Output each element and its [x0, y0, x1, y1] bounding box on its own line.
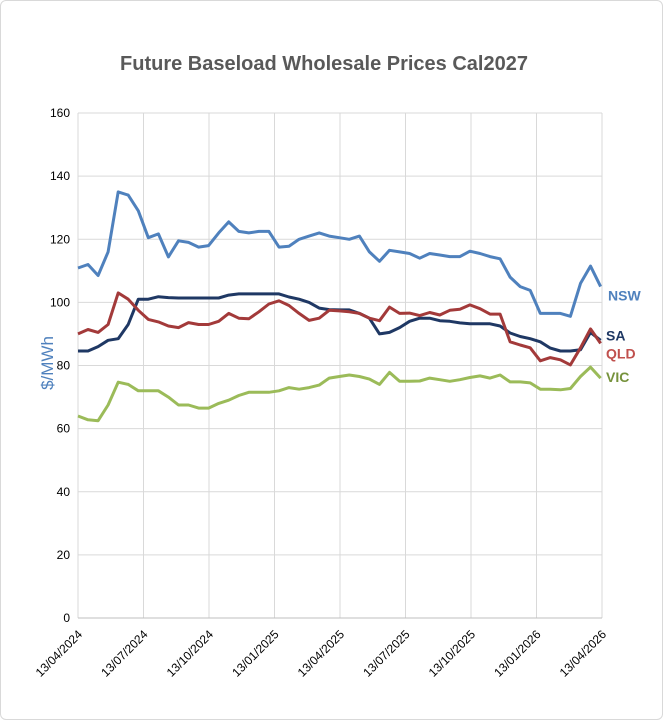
- y-axis-label: $/MWh: [38, 336, 57, 390]
- y-tick-label: 80: [57, 359, 71, 373]
- series-lines: [77, 190, 602, 423]
- series-line-nsw: [77, 190, 602, 318]
- x-tick-label: 13/10/2024: [164, 627, 217, 680]
- y-tick-label: 0: [63, 611, 70, 625]
- series-label-sa: SA: [606, 327, 625, 343]
- series-line-qld: [77, 291, 602, 367]
- x-tick-label: 13/07/2025: [360, 627, 413, 680]
- y-tick-label: 140: [50, 169, 70, 183]
- x-tick-label: 13/01/2026: [491, 627, 544, 680]
- series-label-qld: QLD: [606, 345, 636, 361]
- series-label-nsw: NSW: [608, 288, 641, 304]
- y-tick-label: 120: [50, 232, 70, 246]
- y-tick-label: 100: [50, 295, 70, 309]
- x-tick-label: 13/04/2025: [295, 627, 348, 680]
- y-tick-label: 20: [57, 548, 71, 562]
- gridlines: [77, 112, 603, 619]
- x-tick-label: 13/04/2024: [33, 627, 86, 680]
- y-tick-label: 60: [57, 422, 71, 436]
- series-labels: NSW SA QLD VIC: [606, 288, 641, 386]
- series-line-vic: [77, 365, 602, 423]
- x-tick-label: 13/01/2025: [229, 627, 282, 680]
- x-tick-label: 13/04/2026: [557, 627, 610, 680]
- x-tick-label: 13/10/2025: [426, 627, 479, 680]
- y-tick-label: 160: [50, 106, 70, 120]
- x-tick-label: 13/07/2024: [98, 627, 151, 680]
- series-label-vic: VIC: [606, 369, 629, 385]
- y-tick-label: 40: [57, 485, 71, 499]
- chart-title: Future Baseload Wholesale Prices Cal2027: [120, 53, 528, 75]
